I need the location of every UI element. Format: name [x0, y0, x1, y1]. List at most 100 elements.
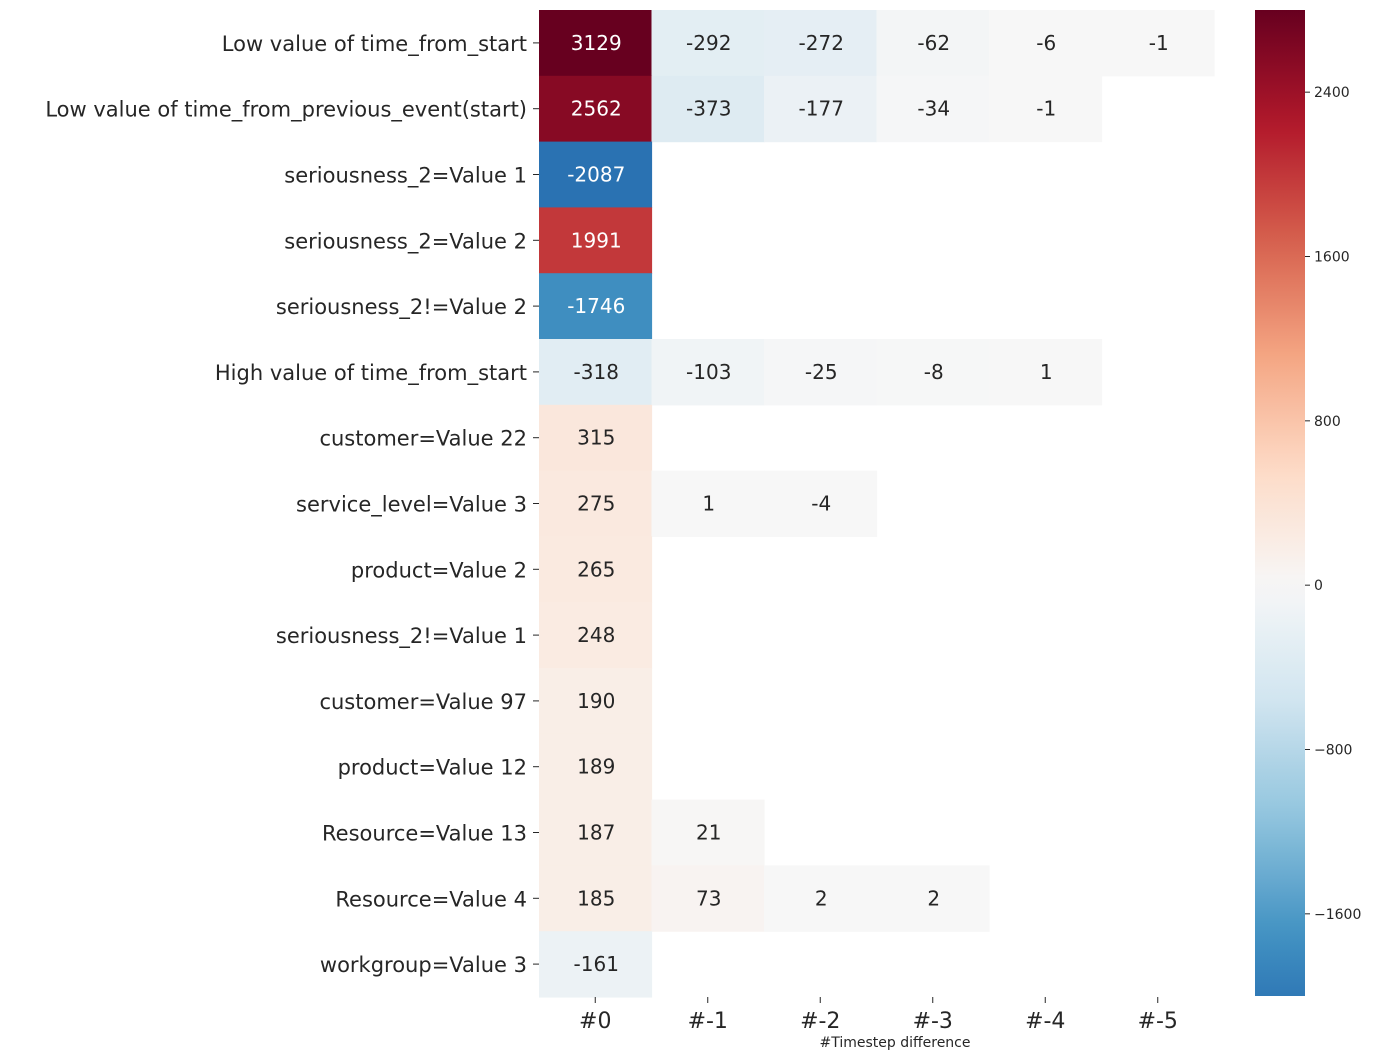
heatmap-cell [539, 75, 653, 143]
heatmap-cell [539, 602, 653, 669]
heatmap-cell-value: 1 [702, 492, 715, 516]
heatmap-cell [539, 536, 653, 603]
heatmap-cell [539, 10, 653, 77]
colorbar-tick-label: −1600 [1314, 907, 1361, 923]
heatmap-cell-value: -318 [574, 360, 619, 384]
heatmap-cell-value: -4 [811, 492, 831, 516]
heatmap-cell [539, 207, 653, 274]
heatmap-cell [764, 10, 878, 77]
heatmap-cell [539, 141, 653, 208]
heatmap-cell-value: -373 [686, 97, 731, 121]
colorbar-tick-label: 1600 [1314, 250, 1350, 266]
colorbar-tick-label: −800 [1314, 743, 1352, 759]
colorbar-tick-label: 0 [1314, 578, 1323, 594]
heatmap-cell-value: 2 [927, 886, 940, 910]
heatmap-cell [651, 10, 765, 77]
row-label: workgroup=Value 3 [320, 953, 527, 977]
heatmap-cell-value: -62 [917, 31, 950, 55]
heatmap-cell-value: 187 [577, 821, 615, 845]
column-labels: #0 #-1 #-2 #-3 #-4 #-5 [579, 997, 1178, 1034]
heatmap-cell-value: -6 [1036, 31, 1056, 55]
heatmap-cell-value: -1 [1036, 97, 1056, 121]
heatmap-cell [876, 865, 990, 932]
heatmap-cell [539, 865, 653, 932]
heatmap-cell [989, 10, 1103, 77]
heatmap-cell-value: -292 [686, 31, 731, 55]
column-label: #-5 [1138, 1009, 1178, 1034]
column-label: #-3 [913, 1009, 953, 1034]
heatmap-cell [764, 865, 878, 932]
heatmap-cell [651, 75, 765, 143]
heatmap-cell-value: 73 [696, 886, 721, 910]
row-label: seriousness_2!=Value 2 [276, 295, 527, 320]
heatmap-cell [989, 75, 1103, 143]
heatmap-cell [764, 470, 878, 537]
row-label: product=Value 12 [338, 756, 527, 780]
row-label: Resource=Value 4 [335, 887, 527, 911]
heatmap-cell [539, 273, 653, 340]
heatmap-cell [651, 470, 765, 537]
heatmap-cell [764, 339, 878, 406]
heatmap-cell [989, 339, 1103, 406]
x-axis-title: #Timestep difference [819, 1035, 970, 1051]
heatmap-cell-value: 189 [577, 755, 615, 779]
heatmap-cell [651, 865, 765, 932]
column-label: #-4 [1025, 1009, 1065, 1034]
heatmap-cell-value: 3129 [571, 31, 622, 55]
colorbar-tick-label: 800 [1314, 414, 1341, 430]
column-label: #0 [579, 1009, 611, 1034]
heatmap-cells [539, 10, 1215, 998]
column-label: #-1 [688, 1009, 728, 1034]
heatmap-cell-value: 275 [577, 492, 615, 516]
heatmap-cell-value: -2087 [567, 163, 625, 187]
heatmap-cell-value: -103 [686, 360, 731, 384]
heatmap-cell-value: -1746 [567, 294, 625, 318]
row-label: customer=Value 22 [319, 427, 527, 451]
colorbar-gradient [1255, 10, 1305, 996]
colorbar-tick-label: 2400 [1314, 85, 1350, 101]
heatmap-cell-value: -25 [805, 360, 838, 384]
heatmap-cell [876, 75, 990, 143]
heatmap-cell [876, 10, 990, 77]
heatmap-cell-value: 1991 [571, 228, 622, 252]
heatmap-cell-value: -177 [799, 97, 844, 121]
heatmap-cell [1101, 10, 1215, 77]
row-label: seriousness_2!=Value 1 [276, 624, 527, 649]
row-label: Resource=Value 13 [322, 822, 527, 846]
heatmap-cell-value: -34 [917, 97, 950, 121]
heatmap-cell-value: 265 [577, 557, 615, 581]
column-label: #-2 [800, 1009, 840, 1034]
row-label: Low value of time_from_previous_event(st… [45, 98, 527, 123]
heatmap-cell-value: 2 [815, 886, 828, 910]
heatmap-cell [876, 339, 990, 406]
heatmap-cell [539, 668, 653, 735]
heatmap-cell-value: 315 [577, 426, 615, 450]
heatmap-cell [539, 931, 653, 998]
row-label: seriousness_2=Value 1 [284, 164, 527, 189]
row-label: product=Value 2 [351, 558, 527, 582]
heatmap-cell-value: 248 [577, 623, 615, 647]
heatmap-cell [651, 799, 765, 866]
row-label: High value of time_from_start [215, 361, 527, 386]
heatmap-cell-value: -272 [799, 31, 844, 55]
heatmap-cell-value: 1 [1040, 360, 1053, 384]
heatmap-cell-value: 190 [577, 689, 615, 713]
heatmap-cell-value: -1 [1149, 31, 1169, 55]
heatmap-cell [539, 799, 653, 866]
row-label: seriousness_2=Value 2 [284, 229, 527, 254]
row-label: Low value of time_from_start [222, 32, 527, 57]
heatmap-cell [539, 404, 653, 472]
heatmap-cell [764, 75, 878, 143]
heatmap-cell [539, 733, 653, 801]
row-label: customer=Value 97 [319, 690, 527, 714]
heatmap-cell-value: -161 [574, 952, 619, 976]
colorbar: 2400 1600 800 0 −800 −1600 [1255, 10, 1361, 996]
heatmap-cell-value: 185 [577, 886, 615, 910]
heatmap-cell [539, 339, 653, 406]
row-label: service_level=Value 3 [296, 493, 527, 518]
heatmap-cell [651, 339, 765, 406]
heatmap-cell-labels: 3129 -292 -272 -62 -6 -1 2562 -373 -177 -34 -1 -208… [567, 31, 1169, 976]
heatmap-cell-value: -8 [924, 360, 944, 384]
heatmap-cell-value: 21 [696, 821, 721, 845]
